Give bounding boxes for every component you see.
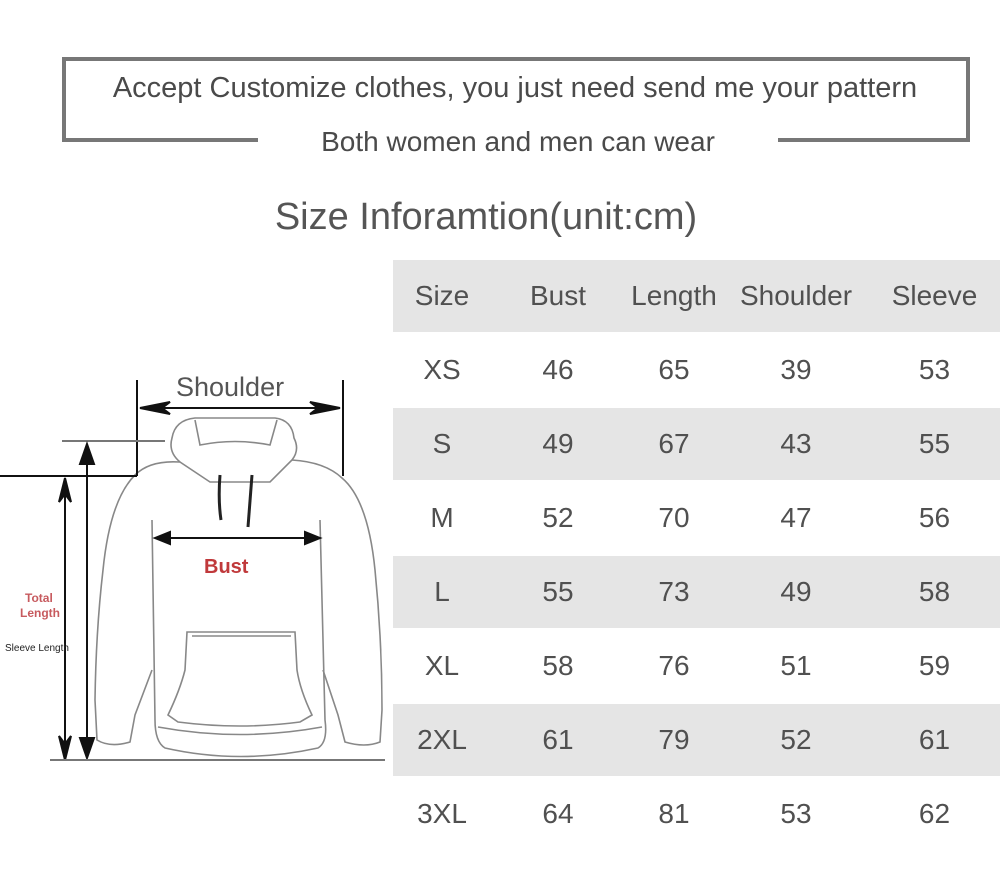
cell-shoulder: 47 xyxy=(780,502,812,533)
header-shoulder: Shoulder xyxy=(723,260,869,332)
cell-length: 81 xyxy=(658,798,690,829)
table-row: L 55 73 49 58 xyxy=(393,556,1000,628)
cell-shoulder: 53 xyxy=(780,798,812,829)
cell-shoulder: 39 xyxy=(780,354,812,385)
cell-bust: 64 xyxy=(542,798,574,829)
table-row: XS 46 65 39 53 xyxy=(393,334,1000,406)
cell-size: L xyxy=(393,556,491,628)
banner-frame-top xyxy=(62,57,970,61)
header-sleeve: Sleeve xyxy=(869,260,1000,332)
cell-bust: 49 xyxy=(491,408,625,480)
cell-length: 70 xyxy=(658,502,690,533)
table-row: XL 58 76 51 59 xyxy=(393,630,1000,702)
cell-bust: 61 xyxy=(491,704,625,776)
cell-bust: 52 xyxy=(542,502,574,533)
table-row: S 49 67 43 55 xyxy=(393,408,1000,480)
banner-line-1: Accept Customize clothes, you just need … xyxy=(112,72,918,104)
cell-length: 76 xyxy=(658,650,690,681)
banner-frame-left xyxy=(62,57,66,142)
bust-label: Bust xyxy=(204,556,249,578)
cell-sleeve: 58 xyxy=(869,556,1000,628)
table-row: 2XL 61 79 52 61 xyxy=(393,704,1000,776)
table-header-row: Size Bust Length Shoulder Sleeve xyxy=(393,260,1000,332)
cell-sleeve: 53 xyxy=(918,354,951,385)
cell-sleeve: 55 xyxy=(869,408,1000,480)
cell-sleeve: 59 xyxy=(918,650,951,681)
cell-bust: 55 xyxy=(491,556,625,628)
cell-bust: 58 xyxy=(542,650,574,681)
banner-frame-bottom-right xyxy=(778,138,970,142)
table-row: 3XL 64 81 53 62 xyxy=(393,778,1000,850)
table-row: M 52 70 47 56 xyxy=(393,482,1000,554)
shoulder-label: Shoulder xyxy=(176,372,285,402)
size-table: Size Bust Length Shoulder Sleeve XS 46 65 3… xyxy=(393,258,1000,852)
cell-size: M xyxy=(430,502,454,533)
cell-length: 79 xyxy=(625,704,723,776)
banner-frame-bottom-left xyxy=(62,138,258,142)
cell-size: XL xyxy=(424,650,460,681)
total-length-label-2: Length xyxy=(20,606,60,620)
cell-size: S xyxy=(393,408,491,480)
banner-line-2: Both women and men can wear xyxy=(321,126,715,157)
hoodie-diagram xyxy=(0,380,385,762)
cell-size: XS xyxy=(423,354,461,385)
cell-shoulder: 49 xyxy=(723,556,869,628)
cell-length: 73 xyxy=(625,556,723,628)
cell-sleeve: 56 xyxy=(918,502,951,533)
cell-sleeve: 61 xyxy=(869,704,1000,776)
cell-size: 2XL xyxy=(393,704,491,776)
banner-frame-right xyxy=(966,57,970,142)
cell-shoulder: 43 xyxy=(723,408,869,480)
sleeve-length-label: Sleeve Length xyxy=(5,643,69,654)
cell-length: 65 xyxy=(658,354,690,385)
header-size: Size xyxy=(393,260,491,332)
header-length: Length xyxy=(625,260,723,332)
cell-shoulder: 52 xyxy=(723,704,869,776)
cell-shoulder: 51 xyxy=(780,650,812,681)
cell-sleeve: 62 xyxy=(918,798,951,829)
cell-size: 3XL xyxy=(417,798,467,829)
cell-length: 67 xyxy=(625,408,723,480)
header-bust: Bust xyxy=(491,260,625,332)
page-title: Size Inforamtion(unit:cm) xyxy=(274,196,698,238)
total-length-label-1: Total xyxy=(25,591,53,605)
cell-bust: 46 xyxy=(542,354,574,385)
